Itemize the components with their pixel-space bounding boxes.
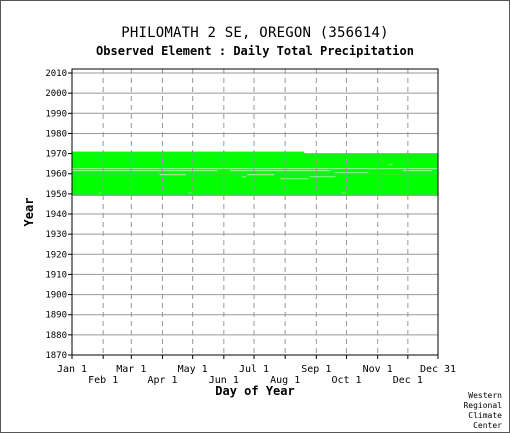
x-tick-label: Mar 1 [116, 364, 146, 375]
y-tick-label: 1930 [45, 230, 67, 240]
y-tick-label: 1870 [45, 351, 67, 361]
x-tick-label: Oct 1 [331, 375, 361, 386]
missing-segment [309, 176, 336, 178]
plot-frame [71, 68, 439, 356]
grid-layer [72, 69, 438, 356]
missing-segment [72, 168, 438, 170]
x-tick-label: Sep 1 [301, 364, 331, 375]
missing-segment [280, 178, 309, 180]
y-tick-label: 1940 [45, 210, 67, 220]
x-tick-label: Aug 1 [270, 375, 300, 386]
x-tick-label: Feb 1 [88, 375, 118, 386]
y-axis-title: Year [22, 198, 36, 227]
y-tick-label: 1960 [45, 170, 67, 180]
y-tick-label: 1880 [45, 331, 67, 341]
missing-segment [388, 164, 393, 166]
chart-subtitle: Observed Element : Daily Total Precipita… [96, 44, 414, 58]
y-tick-label: 2000 [45, 89, 67, 99]
missing-segment [229, 170, 331, 172]
x-tick-label: Nov 1 [363, 364, 393, 375]
labels-layer: 1870 1880 1890 1900 1910 1920 1930 1940 1950 1960… [22, 69, 456, 398]
credit-block: Western Regional Climate Center [432, 391, 502, 431]
y-tick-label: 1980 [45, 129, 67, 139]
axes-layer [68, 68, 439, 359]
missing-segment [159, 174, 186, 176]
x-tick-label: May 1 [178, 364, 208, 375]
credit-line: Center [473, 421, 502, 430]
missing-segment [246, 174, 275, 176]
credit-line: Climate [468, 411, 502, 420]
credit-line: Regional [463, 401, 502, 410]
x-axis-title: Day of Year [215, 384, 294, 398]
missing-segment [99, 192, 102, 194]
y-tick-label: 1900 [45, 291, 67, 301]
missing-segment [402, 170, 432, 172]
x-tick-label: Jan 1 [57, 364, 87, 375]
missing-segment [341, 192, 346, 194]
missing-segment [188, 192, 192, 194]
x-tick-label: Dec 31 [420, 364, 456, 375]
y-tick-label: 1970 [45, 150, 67, 160]
x-tick-label: Apr 1 [147, 375, 177, 386]
credit-line: Western [468, 391, 502, 400]
y-tick-label: 1990 [45, 109, 67, 119]
x-tick-label: Jul 1 [239, 364, 269, 375]
x-tick-label: Dec 1 [393, 375, 423, 386]
y-tick-label: 1910 [45, 270, 67, 280]
chart-title: PHILOMATH 2 SE, OREGON (356614) [121, 25, 389, 41]
missing-segment [241, 176, 246, 178]
missing-segment [72, 170, 218, 172]
y-tick-label: 2010 [45, 69, 67, 79]
data-block [72, 151, 305, 154]
x-tick-label: Jun 1 [209, 375, 239, 386]
y-tick-label: 1890 [45, 311, 67, 321]
y-tick-label: 1950 [45, 190, 67, 200]
y-tick-label: 1920 [45, 250, 67, 260]
missing-layer [72, 164, 438, 194]
missing-segment [334, 172, 369, 174]
